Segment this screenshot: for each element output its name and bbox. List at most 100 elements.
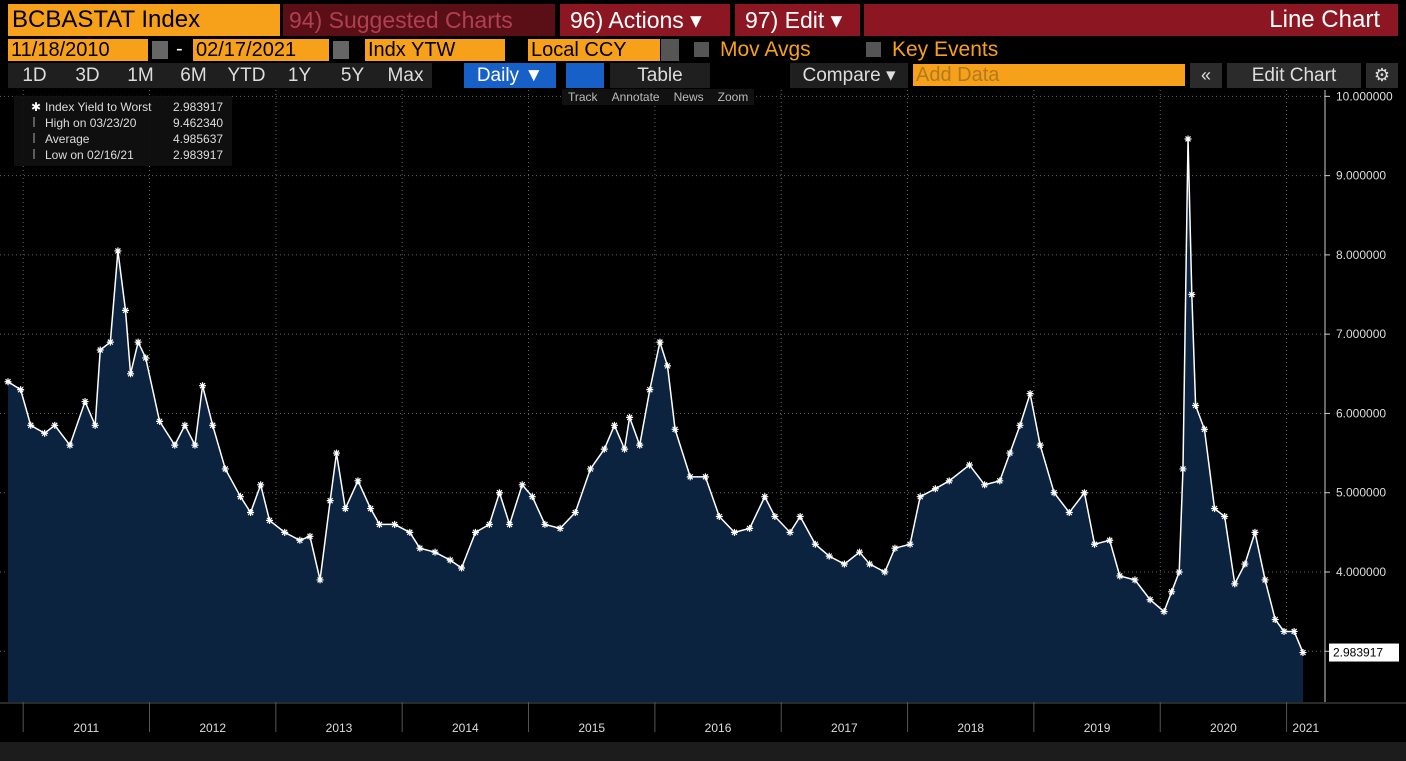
point-marker	[96, 346, 104, 354]
point-marker	[811, 540, 819, 548]
frequency-button[interactable]: Daily ▼	[464, 63, 556, 88]
point-marker	[1106, 536, 1114, 544]
compare-button[interactable]: Compare ▾	[790, 63, 908, 88]
chart-tool[interactable]: News	[673, 90, 704, 104]
legend-label: Average	[45, 132, 90, 146]
point-marker	[730, 528, 738, 536]
last-value-box	[1329, 643, 1399, 662]
point-marker	[571, 509, 579, 517]
point-marker	[981, 481, 989, 489]
point-marker	[114, 247, 122, 255]
point-marker	[761, 493, 769, 501]
period-button[interactable]: 1M	[114, 63, 167, 88]
point-marker	[916, 493, 924, 501]
point-marker	[664, 362, 672, 370]
point-marker	[375, 520, 383, 528]
point-marker	[1016, 421, 1024, 429]
legend-label: Low on 02/16/21	[45, 148, 134, 162]
edit-menu[interactable]: 97) Edit ▾	[735, 4, 860, 36]
chart-tool[interactable]: Zoom	[717, 90, 749, 104]
actions-menu[interactable]: 96) Actions ▾	[560, 4, 730, 36]
start-date[interactable]: 11/18/2010	[8, 39, 148, 61]
table-button[interactable]: Table	[610, 63, 710, 88]
point-marker	[771, 512, 779, 520]
point-marker	[1116, 572, 1124, 580]
point-marker	[746, 524, 754, 532]
edit-chart-button[interactable]: Edit Chart	[1227, 63, 1361, 88]
point-marker	[341, 505, 349, 513]
calendar-icon[interactable]	[333, 41, 349, 59]
point-marker	[1168, 588, 1176, 596]
point-marker	[134, 338, 142, 346]
point-marker	[191, 441, 199, 449]
settings-button[interactable]: ⚙	[1366, 63, 1398, 88]
security-field[interactable]: BCBASTAT Index	[8, 4, 280, 36]
collapse-button[interactable]: «	[1190, 63, 1222, 88]
period-buttons: 1D 3D 1M 6M YTD 1Y 5Y Max	[8, 63, 432, 88]
point-marker	[1026, 390, 1034, 398]
point-marker	[825, 552, 833, 560]
x-tick-label: 2013	[326, 721, 353, 735]
point-marker	[236, 493, 244, 501]
field-selector[interactable]: Indx YTW	[365, 39, 505, 61]
point-marker	[866, 560, 874, 568]
checkbox[interactable]	[866, 42, 881, 57]
point-marker	[27, 421, 35, 429]
status-bar	[0, 742, 1406, 761]
chart-type-label: Line Chart	[864, 4, 1398, 36]
x-tick-label: 2019	[1084, 721, 1111, 735]
point-marker	[1241, 560, 1249, 568]
chart-tool[interactable]: Annotate	[611, 90, 660, 104]
point-marker	[106, 338, 114, 346]
y-tick-label: 9.000000	[1336, 169, 1386, 183]
point-marker	[66, 441, 74, 449]
period-button[interactable]: 1D	[8, 63, 61, 88]
point-marker	[446, 556, 454, 564]
point-marker	[1280, 627, 1288, 635]
point-marker	[209, 421, 217, 429]
chart: 2011 2012 2013 2014 2015 2016 2017 2018 2019 2020…	[0, 88, 1406, 735]
point-marker	[996, 477, 1004, 485]
point-marker	[906, 540, 914, 548]
period-button[interactable]: 5Y	[326, 63, 379, 88]
period-button[interactable]: 3D	[61, 63, 114, 88]
period-button[interactable]: 6M	[167, 63, 220, 88]
calendar-icon[interactable]	[152, 41, 168, 59]
point-marker	[156, 417, 164, 425]
period-button[interactable]: 1Y	[273, 63, 326, 88]
checkbox[interactable]	[694, 42, 709, 57]
period-button[interactable]: Max	[379, 63, 432, 88]
point-marker	[1290, 627, 1298, 635]
x-tick-label: 2014	[452, 721, 479, 735]
period-button[interactable]: YTD	[220, 63, 273, 88]
point-marker	[646, 386, 654, 394]
line-chart-button[interactable]	[566, 63, 604, 88]
point-marker	[881, 568, 889, 576]
point-marker	[1160, 608, 1168, 616]
point-marker	[1131, 576, 1139, 584]
point-marker	[91, 421, 99, 429]
legend-background	[14, 96, 232, 166]
point-marker	[840, 560, 848, 568]
dropdown-arrow[interactable]	[661, 39, 679, 61]
point-marker	[626, 413, 634, 421]
suggested-charts[interactable]: 94) Suggested Charts	[283, 4, 555, 36]
key-events-label: Key Events	[892, 38, 999, 61]
end-date[interactable]: 02/17/2021	[193, 39, 329, 61]
currency-selector[interactable]: Local CCY	[528, 39, 660, 61]
y-tick-label: 6.000000	[1336, 406, 1386, 420]
point-marker	[945, 477, 953, 485]
chart-tool[interactable]: Track	[568, 90, 598, 104]
x-tick-label: 2017	[831, 721, 858, 735]
point-marker	[1271, 616, 1279, 624]
x-tick-label: 2016	[705, 721, 732, 735]
point-marker	[296, 536, 304, 544]
legend-label: High on 03/23/20	[45, 116, 137, 130]
point-marker	[1188, 291, 1196, 299]
point-marker	[1251, 528, 1259, 536]
point-marker	[1231, 580, 1239, 588]
add-data-input[interactable]: Add Data	[913, 64, 1185, 86]
point-marker	[1146, 596, 1154, 604]
point-marker	[316, 576, 324, 584]
point-marker	[367, 505, 375, 513]
